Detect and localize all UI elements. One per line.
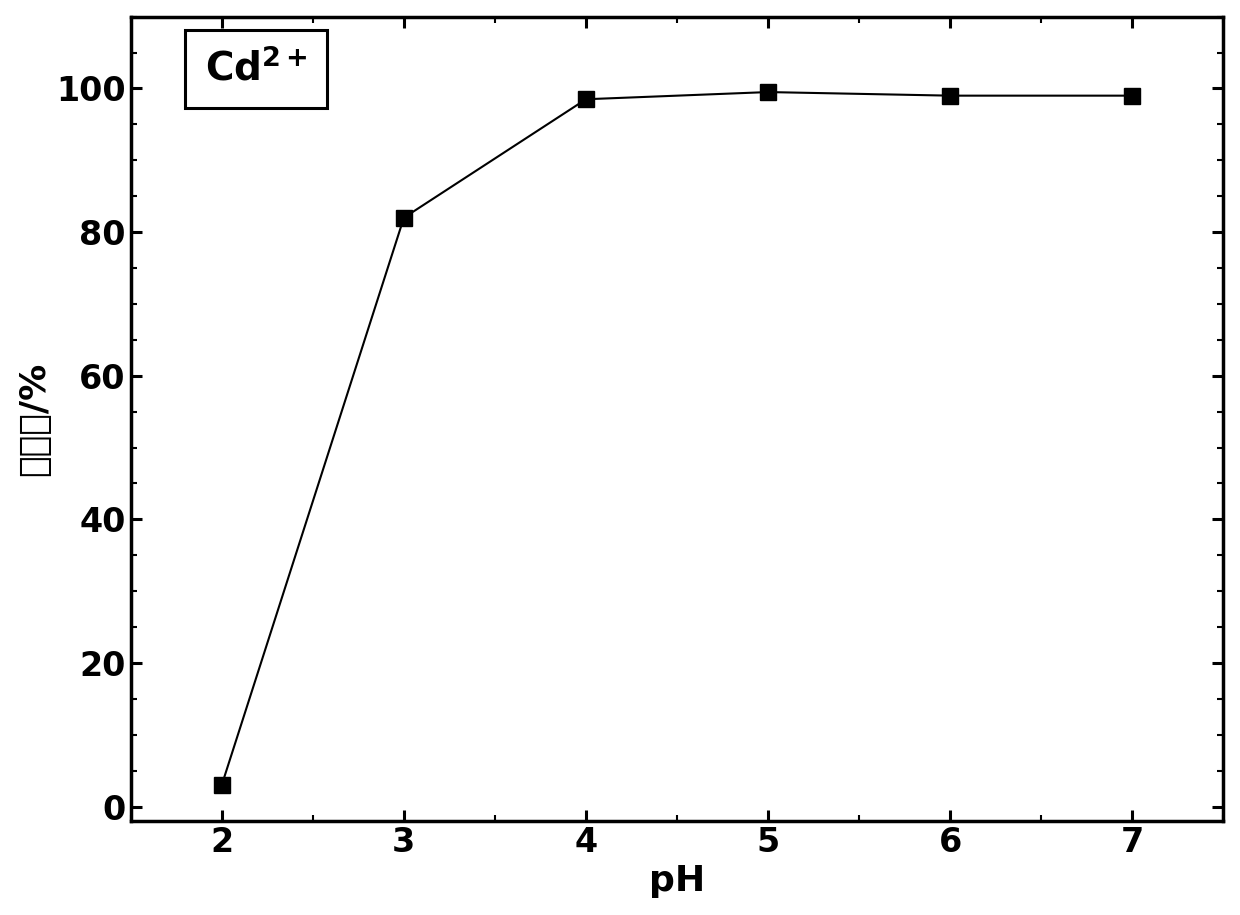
Text: $\mathbf{Cd^{2+}}$: $\mathbf{Cd^{2+}}$	[205, 49, 308, 89]
X-axis label: pH: pH	[649, 865, 706, 899]
Y-axis label: 去除率/%: 去除率/%	[16, 361, 51, 476]
